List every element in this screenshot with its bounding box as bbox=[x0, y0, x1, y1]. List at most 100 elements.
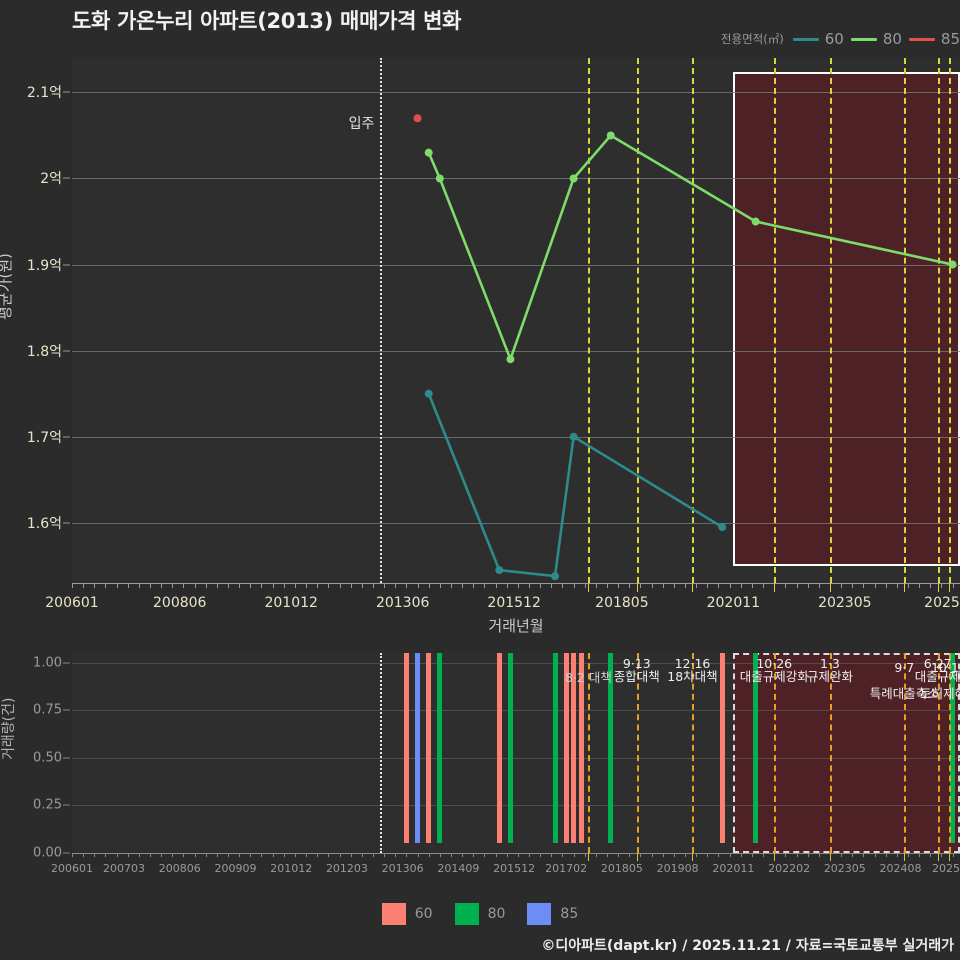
price-point-60[interactable] bbox=[551, 572, 560, 581]
volume-x-minor-tick bbox=[595, 853, 597, 857]
price-y-axis: 1.6억 1.7억 1.8억 1.9억 2억 2.1억 bbox=[0, 58, 70, 583]
annotation-name: 대출규제강화 bbox=[739, 669, 809, 685]
volume-policy-annotation: 1·3 규제완화 bbox=[807, 657, 853, 683]
volume-x-policy-tick bbox=[904, 853, 906, 861]
price-x-minor-tick bbox=[529, 583, 530, 588]
volume-bar-60[interactable] bbox=[426, 653, 432, 844]
volume-gridline bbox=[72, 710, 960, 712]
volume-x-minor-tick bbox=[395, 853, 397, 857]
volume-x-minor-tick bbox=[919, 853, 921, 857]
volume-x-tick-label: 202202 bbox=[768, 862, 811, 875]
price-x-minor-tick bbox=[707, 583, 709, 588]
volume-x-minor-tick bbox=[896, 853, 898, 857]
volume-bar-60[interactable] bbox=[403, 653, 409, 844]
price-line-80 bbox=[427, 134, 954, 361]
volume-legend-item-85[interactable]: 85 bbox=[527, 903, 578, 925]
volume-bar-60[interactable] bbox=[496, 653, 502, 844]
legend-item-80[interactable]: 80 bbox=[850, 30, 902, 48]
price-point-60[interactable] bbox=[718, 523, 727, 532]
volume-x-minor-tick bbox=[306, 853, 308, 857]
price-policy-line bbox=[937, 58, 940, 583]
volume-x-minor-tick bbox=[250, 853, 252, 857]
volume-x-minor-tick bbox=[941, 853, 943, 857]
price-x-minor-tick bbox=[317, 583, 319, 588]
volume-x-minor-tick bbox=[685, 853, 687, 857]
price-x-minor-tick bbox=[640, 583, 642, 588]
volume-legend-item-60[interactable]: 60 bbox=[381, 903, 433, 925]
volume-x-policy-tick bbox=[937, 853, 939, 861]
price-point-60[interactable] bbox=[495, 566, 504, 575]
price-point-80[interactable] bbox=[506, 355, 515, 364]
price-x-tick-label: 200806 bbox=[153, 595, 207, 611]
price-x-minor-tick bbox=[651, 583, 653, 588]
volume-bar-80[interactable] bbox=[552, 653, 558, 844]
price-point-80[interactable] bbox=[948, 260, 957, 269]
price-y-tick-label: 1.9억 bbox=[26, 257, 62, 274]
price-point-80[interactable] bbox=[606, 131, 615, 140]
volume-legend-swatch-80 bbox=[454, 903, 479, 925]
price-point-80[interactable] bbox=[569, 174, 578, 183]
price-highlight-region bbox=[733, 72, 960, 566]
price-point-60[interactable] bbox=[569, 432, 578, 441]
price-x-minor-tick bbox=[807, 583, 809, 588]
price-policy-line bbox=[588, 58, 591, 583]
price-y-tick-label: 2억 bbox=[40, 171, 62, 188]
price-point-80[interactable] bbox=[424, 148, 433, 157]
volume-x-minor-tick bbox=[339, 853, 341, 857]
volume-x-minor-tick bbox=[740, 853, 742, 857]
volume-bar-80[interactable] bbox=[950, 653, 956, 844]
price-x-policy-tick bbox=[636, 583, 638, 592]
price-chart-legend: 전용면적(㎡) 60 80 85 bbox=[721, 30, 960, 48]
volume-x-minor-tick bbox=[607, 853, 609, 857]
volume-x-minor-tick bbox=[629, 853, 631, 857]
price-point-80[interactable] bbox=[435, 174, 444, 183]
volume-policy-annotation: 10·15 토허제해제 bbox=[920, 661, 960, 700]
volume-x-tick-label: 201512 bbox=[493, 862, 536, 875]
volume-bar-80[interactable] bbox=[437, 653, 443, 844]
volume-bar-85[interactable] bbox=[415, 653, 421, 844]
price-policy-line bbox=[692, 58, 695, 583]
volume-bar-80[interactable] bbox=[507, 653, 513, 844]
volume-x-minor-tick bbox=[384, 853, 386, 857]
price-x-minor-tick bbox=[228, 583, 230, 588]
annotation-date: 6·27 bbox=[923, 656, 952, 671]
volume-bar-80[interactable] bbox=[753, 653, 759, 844]
price-x-minor-tick bbox=[395, 583, 397, 588]
price-gridline bbox=[72, 522, 960, 524]
volume-x-minor-tick bbox=[952, 853, 954, 857]
volume-bar-80[interactable] bbox=[608, 653, 614, 844]
volume-y-tick bbox=[63, 662, 70, 664]
volume-x-minor-tick bbox=[216, 853, 218, 857]
volume-bar-60[interactable] bbox=[563, 653, 569, 844]
legend-item-60[interactable]: 60 bbox=[792, 30, 844, 48]
volume-x-minor-tick bbox=[517, 853, 519, 857]
price-y-tick-label: 1.6억 bbox=[26, 515, 62, 532]
price-point-80[interactable] bbox=[751, 217, 760, 226]
price-gridline bbox=[72, 92, 960, 94]
move-in-label: 입주 bbox=[348, 115, 375, 132]
legend-item-85[interactable]: 85 bbox=[908, 30, 960, 48]
volume-x-tick-label: 202305 bbox=[823, 862, 866, 875]
price-point-60[interactable] bbox=[424, 389, 433, 398]
volume-chart-plot-area[interactable]: 8·2 대책 9·13 종합대책 12·16 18차대책 10·26 대출규제강화 1·3 규제… bbox=[72, 653, 960, 854]
volume-legend-item-80[interactable]: 80 bbox=[454, 903, 506, 925]
volume-policy-line bbox=[692, 653, 695, 853]
price-y-tick-label: 1.7억 bbox=[26, 429, 62, 446]
price-x-minor-tick bbox=[673, 583, 675, 588]
legend-label-85: 85 bbox=[940, 30, 960, 48]
volume-gridline bbox=[72, 662, 960, 664]
price-chart-plot-area[interactable]: 입주 bbox=[72, 58, 960, 583]
volume-bar-60[interactable] bbox=[571, 653, 577, 844]
volume-bar-60[interactable] bbox=[578, 653, 584, 844]
volume-bar-60[interactable] bbox=[719, 653, 725, 844]
price-point-85[interactable] bbox=[413, 114, 422, 123]
volume-legend-label-80: 80 bbox=[487, 906, 506, 922]
price-x-minor-tick bbox=[172, 583, 174, 588]
volume-x-minor-tick bbox=[172, 853, 174, 857]
volume-x-tick-label: 201409 bbox=[437, 862, 480, 875]
volume-x-minor-tick bbox=[874, 853, 876, 857]
price-x-minor-tick bbox=[283, 583, 285, 588]
price-x-minor-tick bbox=[818, 583, 820, 588]
volume-x-policy-tick bbox=[588, 853, 590, 861]
volume-x-minor-tick bbox=[350, 853, 352, 857]
